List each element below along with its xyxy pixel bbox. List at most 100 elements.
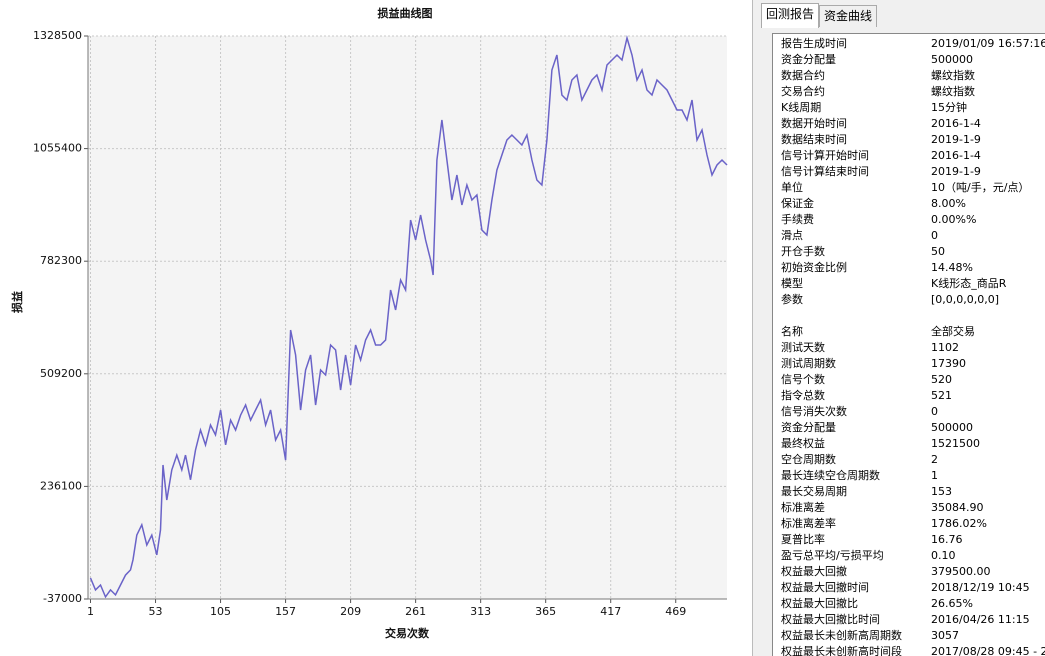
report-row: 开仓手数 50 (781, 244, 1045, 260)
row-value: 3057 (931, 629, 959, 642)
x-tick-label: 105 (210, 605, 231, 618)
x-tick-label: 157 (275, 605, 296, 618)
row-label: 测试周期数 (781, 357, 836, 370)
x-tick-label: 417 (600, 605, 621, 618)
row-label: 交易合约 (781, 85, 825, 98)
report-row: 数据开始时间 2016-1-4 (781, 116, 1045, 132)
row-label: 参数 (781, 293, 803, 306)
row-value: 1521500 (931, 437, 980, 450)
report-row: 夏普比率 16.76 (781, 532, 1045, 548)
report-row: 权益最大回撤比时间 2016/04/26 11:15 (781, 612, 1045, 628)
row-value: 0 (931, 229, 938, 242)
row-value: 1102 (931, 341, 959, 354)
x-axis-label: 交易次数 (385, 626, 430, 640)
row-value: 0.00%% (931, 213, 977, 226)
report-row: 权益最大回撤时间 2018/12/19 10:45 (781, 580, 1045, 596)
row-value: 全部交易 (931, 325, 975, 338)
row-value: 15分钟 (931, 101, 967, 114)
row-label: 资金分配量 (781, 53, 836, 66)
row-label: 权益最大回撤时间 (781, 581, 869, 594)
report-row: 测试天数 1102 (781, 340, 1045, 356)
row-label: 模型 (781, 277, 803, 290)
report-row: 权益最长未创新高周期数 3057 (781, 628, 1045, 644)
row-label: K线周期 (781, 101, 822, 114)
report-row: 最终权益 1521500 (781, 436, 1045, 452)
pnl-line (89, 35, 728, 599)
report-row: 参数 [0,0,0,0,0,0] (781, 292, 1045, 308)
x-tick-label: 365 (535, 605, 556, 618)
row-value: 螺纹指数 (931, 69, 975, 82)
row-label: 报告生成时间 (781, 37, 847, 50)
report-panel: 报告生成时间 2019/01/09 16:57:16 资金分配量 500000 数据合约… (752, 0, 1045, 656)
row-label: 标准离差率 (781, 517, 836, 530)
row-value: 500000 (931, 421, 973, 434)
row-label: 夏普比率 (781, 533, 825, 546)
row-value: 2019-1-9 (931, 133, 981, 146)
row-value: 2016-1-4 (931, 117, 981, 130)
y-tick-label: 1328500 (33, 29, 82, 42)
row-label: 权益最长未创新高周期数 (781, 629, 902, 642)
report-row: 盈亏总平均/亏损平均 0.10 (781, 548, 1045, 564)
report-row: 模型 K线形态_商品R (781, 276, 1045, 292)
report-row: 滑点 0 (781, 228, 1045, 244)
report-row: 权益最大回撤 379500.00 (781, 564, 1045, 580)
row-value: 螺纹指数 (931, 85, 975, 98)
y-tick-label: 509200 (40, 367, 82, 380)
row-label: 数据结束时间 (781, 133, 847, 146)
row-label: 测试天数 (781, 341, 825, 354)
row-value: 520 (931, 373, 952, 386)
report-row: K线周期 15分钟 (781, 100, 1045, 116)
report-row: 最长交易周期 153 (781, 484, 1045, 500)
row-value: 1786.02% (931, 517, 987, 530)
row-label: 最长交易周期 (781, 485, 847, 498)
row-value: 0.10 (931, 549, 956, 562)
row-label: 标准离差 (781, 501, 825, 514)
report-row: 名称 全部交易 (781, 324, 1045, 340)
row-value: 2017/08/28 09:45 - 2 (931, 645, 1045, 656)
report-row: 初始资金比例 14.48% (781, 260, 1045, 276)
y-tick-label: 1055400 (33, 142, 82, 155)
report-row: 信号个数 520 (781, 372, 1045, 388)
report-row: 数据合约 螺纹指数 (781, 68, 1045, 84)
row-label: 最长连续空仓周期数 (781, 469, 880, 482)
chart-title: 损益曲线图 (378, 6, 433, 20)
report-row: 权益最大回撤比 26.65% (781, 596, 1045, 612)
report-row: 单位 10（吨/手，元/点） (781, 180, 1045, 196)
x-tick-label: 209 (340, 605, 361, 618)
row-value: 2 (931, 453, 938, 466)
report-row: 权益最长未创新高时间段 2017/08/28 09:45 - 2 (781, 644, 1045, 656)
row-value: 153 (931, 485, 952, 498)
row-value: 26.65% (931, 597, 973, 610)
tab[interactable]: 回测报告 (761, 3, 820, 28)
report-row: 信号消失次数 0 (781, 404, 1045, 420)
row-label: 保证金 (781, 197, 814, 210)
row-label: 指令总数 (781, 389, 825, 402)
plot-area (88, 36, 727, 599)
row-value: 521 (931, 389, 952, 402)
row-label: 信号个数 (781, 373, 825, 386)
row-value: K线形态_商品R (931, 277, 1007, 290)
row-value: 2016/04/26 11:15 (931, 613, 1030, 626)
row-label: 名称 (781, 325, 803, 338)
row-label: 开仓手数 (781, 245, 825, 258)
row-label: 权益最大回撤比 (781, 597, 858, 610)
y-tick-label: -37000 (43, 592, 82, 605)
report-row: 标准离差 35084.90 (781, 500, 1045, 516)
row-value: 2016-1-4 (931, 149, 981, 162)
row-label: 滑点 (781, 229, 803, 242)
row-value: 35084.90 (931, 501, 984, 514)
tab[interactable]: 资金曲线 (819, 5, 878, 27)
row-value: 17390 (931, 357, 966, 370)
y-axis-label: 损益 (10, 291, 24, 313)
x-tick-label: 469 (665, 605, 686, 618)
y-tick-label: 236100 (40, 479, 82, 492)
row-value: 500000 (931, 53, 973, 66)
row-label: 权益最大回撤比时间 (781, 613, 880, 626)
report-row: 空仓周期数 2 (781, 452, 1045, 468)
report-row: 报告生成时间 2019/01/09 16:57:16 (781, 36, 1045, 52)
row-label: 信号计算结束时间 (781, 165, 869, 178)
row-value: 8.00% (931, 197, 966, 210)
report-row: 手续费 0.00%% (781, 212, 1045, 228)
report-row: 信号计算开始时间 2016-1-4 (781, 148, 1045, 164)
